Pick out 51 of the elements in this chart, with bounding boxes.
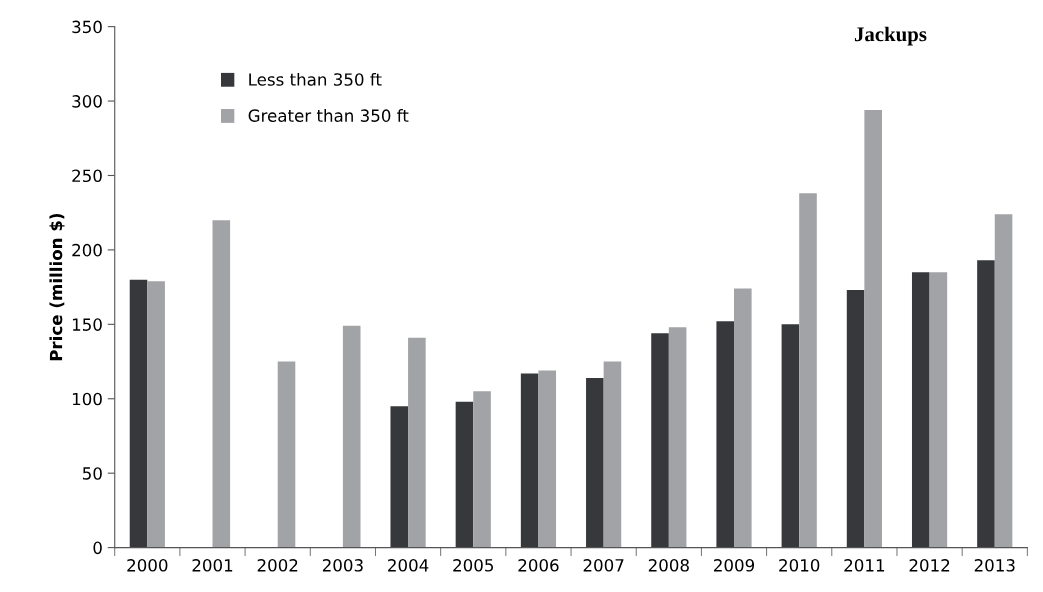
bar: [668, 327, 687, 548]
x-tick-label: 2006: [518, 559, 559, 572]
x-tick-label: 2008: [648, 559, 689, 572]
bar: [911, 272, 930, 548]
x-tick-label: 2003: [322, 559, 363, 572]
x-tick-label: 2002: [257, 559, 298, 572]
x-tick-label: 2011: [844, 559, 885, 572]
bar: [408, 337, 426, 548]
bar: [651, 333, 669, 548]
bar: [520, 373, 539, 548]
bar: [716, 321, 735, 548]
x-tick-label: 2005: [453, 559, 494, 572]
bar: [734, 288, 752, 548]
legend-label: Less than 350 ft: [249, 72, 382, 86]
bar: [147, 281, 165, 548]
bar: [455, 401, 474, 548]
y-tick-label: 0: [93, 541, 102, 555]
bar: [586, 377, 604, 548]
y-tick-label: 150: [72, 318, 102, 331]
y-tick-label: 250: [72, 169, 102, 183]
legend-label: Greater than 350 ft: [248, 109, 409, 122]
bar: [977, 260, 995, 548]
x-tick-label: 2007: [583, 559, 624, 572]
y-tick-label: 100: [72, 392, 102, 406]
x-tick-label: 2001: [192, 559, 233, 572]
y-tick-label: 200: [72, 243, 102, 257]
bar: [342, 325, 361, 548]
bar: [538, 370, 557, 548]
bar: [799, 193, 817, 548]
chart-title: Jackups: [854, 26, 927, 46]
y-tick-label: 50: [83, 467, 102, 480]
x-tick-label: 2009: [714, 559, 755, 572]
bar: [212, 220, 231, 548]
x-tick-label: 2012: [909, 559, 950, 572]
bar: [864, 109, 882, 548]
bar: [129, 279, 148, 548]
x-tick-label: 2000: [127, 559, 168, 572]
bar: [603, 361, 622, 548]
x-tick-label: 2010: [779, 559, 820, 572]
bar: [929, 272, 948, 548]
y-axis-title: Price (million $): [49, 213, 65, 361]
x-tick-label: 2004: [388, 559, 429, 572]
bar: [846, 290, 865, 548]
bar: [781, 324, 800, 548]
bar: [277, 361, 296, 548]
y-tick-label: 300: [72, 95, 102, 108]
y-tick-label: 350: [72, 20, 102, 34]
x-tick-label: 2013: [974, 559, 1015, 572]
bar: [390, 406, 409, 548]
bar: [994, 214, 1013, 548]
bar: [473, 391, 491, 548]
